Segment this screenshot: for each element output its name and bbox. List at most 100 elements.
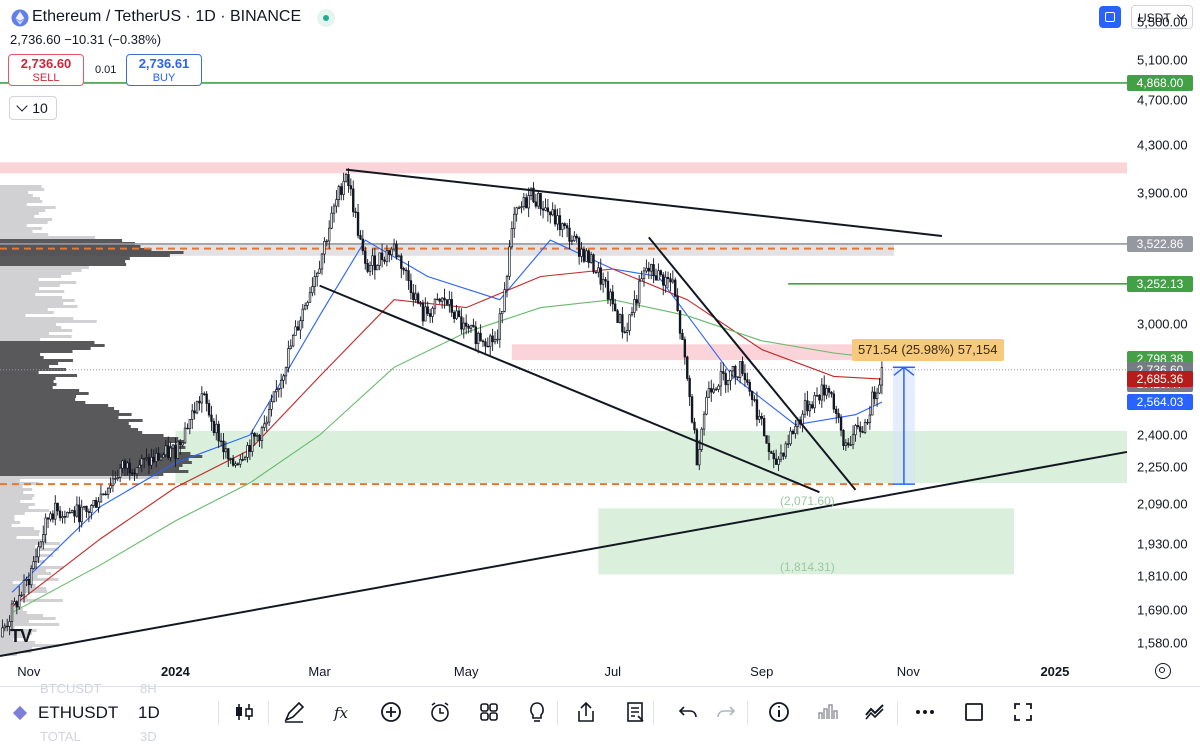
volume-profile-bar (0, 290, 65, 293)
candle-body (553, 209, 557, 225)
candle-body (609, 291, 612, 300)
volume-icon[interactable] (814, 699, 840, 725)
candle-body (849, 444, 852, 446)
candle-body (527, 195, 530, 209)
fx-icon[interactable]: fx (329, 699, 355, 725)
volume-profile-bar (0, 347, 91, 350)
toolbar-divider (218, 701, 219, 725)
volume-profile-bar (0, 212, 39, 215)
volume-profile-bar (0, 365, 50, 368)
candle-body (301, 308, 304, 322)
more-icon[interactable] (912, 699, 938, 725)
alert-icon[interactable] (427, 699, 453, 725)
tradingview-logo[interactable]: TV (10, 626, 32, 646)
candle-body (491, 335, 494, 343)
volume-profile-bar (0, 560, 45, 563)
candle-body (762, 418, 766, 436)
candle-body (611, 291, 614, 305)
candle-body (402, 268, 405, 271)
candle-body (719, 371, 723, 387)
candle-body (808, 404, 811, 412)
candle-body (61, 516, 64, 519)
candle-body (167, 445, 170, 458)
candle-body (731, 365, 735, 372)
candle-body (669, 278, 672, 283)
gear-icon[interactable] (1155, 663, 1171, 679)
candle-body (162, 454, 165, 458)
volume-profile-bar (0, 392, 89, 395)
candle-body (750, 391, 754, 400)
candle-body (613, 303, 617, 312)
candle-body (452, 312, 456, 319)
share-icon[interactable] (573, 699, 599, 725)
candle-body (412, 292, 415, 300)
currency-select[interactable]: USDT (1131, 5, 1193, 29)
expand-icon[interactable] (1010, 699, 1036, 725)
candle-body (349, 185, 353, 190)
volume-profile-bar (0, 623, 60, 626)
candle-body (191, 410, 194, 420)
trendline-0 (345, 168, 943, 237)
draw-icon[interactable] (281, 699, 307, 725)
info-icon[interactable] (766, 699, 792, 725)
candle-body (99, 493, 103, 503)
candle-body (801, 413, 804, 425)
candle-body (457, 310, 461, 318)
watchlist-icon[interactable] (623, 699, 649, 725)
candle-body (385, 250, 389, 262)
volume-profile-bar (0, 464, 183, 467)
candle-body (342, 180, 345, 195)
candle-body (686, 356, 689, 379)
toolbar-interval[interactable]: 1D (138, 703, 160, 722)
candle-body (215, 423, 218, 434)
volume-profile-bar (0, 404, 109, 407)
price-chart[interactable] (0, 0, 1200, 686)
fullscreen-square-icon[interactable] (961, 699, 987, 725)
compare-icon[interactable] (862, 699, 888, 725)
volume-profile-bar (0, 377, 56, 380)
redo-icon[interactable] (713, 699, 739, 725)
candle-body (263, 423, 266, 428)
price-tick-label: 2,250.00 (1137, 459, 1188, 475)
time-tick-label: Nov (896, 664, 920, 679)
candle-body (354, 211, 357, 214)
undo-icon[interactable] (675, 699, 701, 725)
buy-button[interactable]: 2,736.61 BUY (126, 54, 202, 86)
volume-profile-bar (0, 422, 129, 425)
indicators-toggle-button[interactable]: 10 (9, 96, 57, 120)
candle-body (378, 252, 381, 266)
spread-value: 0.01 (95, 64, 117, 76)
market-status-icon[interactable] (317, 9, 335, 27)
candle-body (448, 299, 451, 305)
toolbar-symbol[interactable]: ETHUSDT (38, 703, 119, 722)
volume-profile-bar (0, 488, 33, 491)
candle-body (734, 365, 737, 378)
volume-profile-bar (0, 374, 78, 377)
candle-body (772, 453, 775, 460)
add-icon[interactable] (378, 699, 404, 725)
idea-icon[interactable] (524, 699, 550, 725)
auto-scale-icon[interactable] (1099, 6, 1121, 28)
sell-label: SELL (32, 72, 60, 84)
candle-body (563, 223, 566, 226)
symbol-title[interactable]: Ethereum / TetherUS · 1D · BINANCE (32, 8, 302, 25)
volume-profile-bar (0, 269, 82, 272)
sell-button[interactable]: 2,736.60 SELL (8, 54, 84, 86)
layout-icon[interactable] (476, 699, 502, 725)
candle-body (570, 240, 574, 242)
volume-profile-bar (0, 413, 132, 416)
volume-profile-bar (0, 497, 33, 500)
candle-body (577, 237, 581, 257)
volume-profile-bar (0, 380, 54, 383)
volume-profile-bar (0, 203, 27, 206)
candle-body (683, 339, 687, 358)
buy-label: BUY (152, 72, 176, 84)
volume-profile-bar (0, 494, 35, 497)
candle-body (318, 268, 321, 274)
candle-body (130, 472, 134, 474)
volume-profile-bar (0, 482, 39, 485)
candle-body (18, 595, 21, 608)
candle-body (690, 396, 694, 423)
candles-icon[interactable] (231, 699, 257, 725)
indicator-line-1 (11, 268, 882, 608)
